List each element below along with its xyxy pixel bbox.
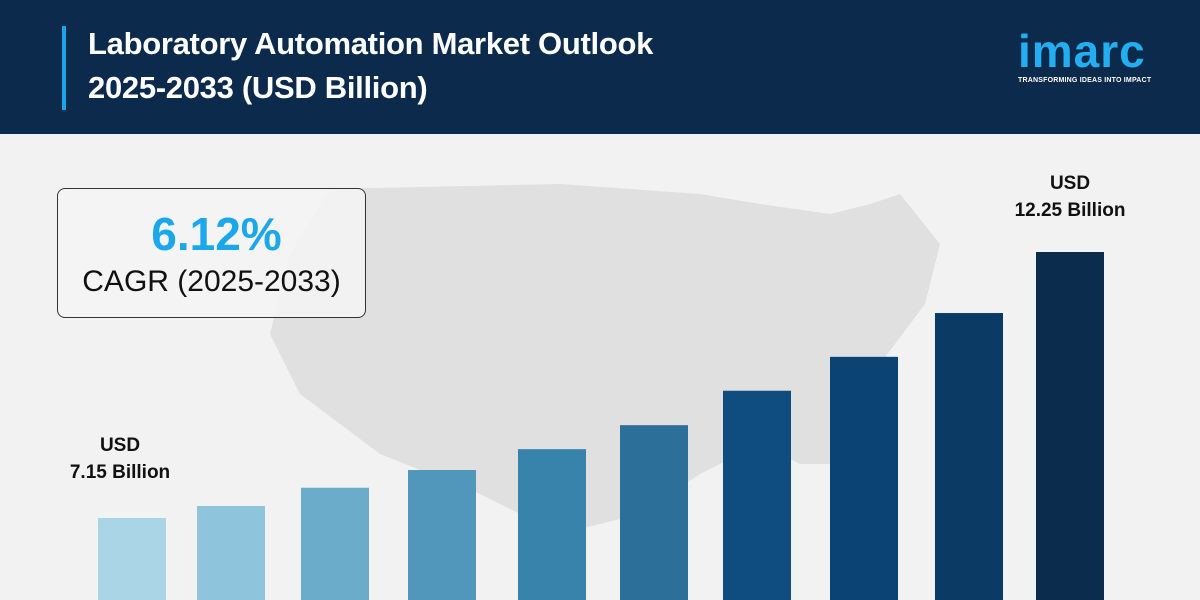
- bar-5: [518, 449, 586, 600]
- last-label-currency: USD: [1049, 173, 1091, 194]
- first-bar-data-label: USD 7.15 Billion: [40, 432, 200, 486]
- cagr-label: CAGR (2025-2033): [82, 265, 341, 298]
- title-line-1: Laboratory Automation Market Outlook: [88, 26, 654, 61]
- bar-8: [830, 356, 898, 600]
- bar-4: [408, 470, 476, 600]
- last-bar-data-label: USD 12.25 Billion: [990, 170, 1150, 224]
- bar-9: [935, 313, 1003, 600]
- logo-word: imarc: [1018, 25, 1146, 77]
- title-line-2: 2025-2033 (USD Billion): [88, 70, 428, 105]
- bar-10: [1036, 252, 1104, 600]
- bar-2: [197, 506, 265, 600]
- logo-tagline: TRANSFORMING IDEAS INTO IMPACT: [1018, 77, 1152, 84]
- page-title: Laboratory Automation Market Outlook 202…: [88, 22, 653, 110]
- first-label-currency: USD: [99, 435, 141, 456]
- bar-6: [620, 425, 688, 600]
- cagr-box: 6.12% CAGR (2025-2033): [57, 188, 366, 318]
- header: Laboratory Automation Market Outlook 202…: [0, 0, 1200, 134]
- bar-3: [301, 487, 369, 600]
- bar-1: [98, 518, 166, 600]
- first-label-value: 7.15 Billion: [69, 462, 171, 483]
- bar-7: [723, 390, 791, 600]
- header-accent-bar: [62, 26, 66, 110]
- cagr-value: 6.12%: [151, 208, 282, 260]
- imarc-logo: imarc TRANSFORMING IDEAS INTO IMPACT: [1018, 28, 1168, 84]
- last-label-value: 12.25 Billion: [1014, 200, 1126, 221]
